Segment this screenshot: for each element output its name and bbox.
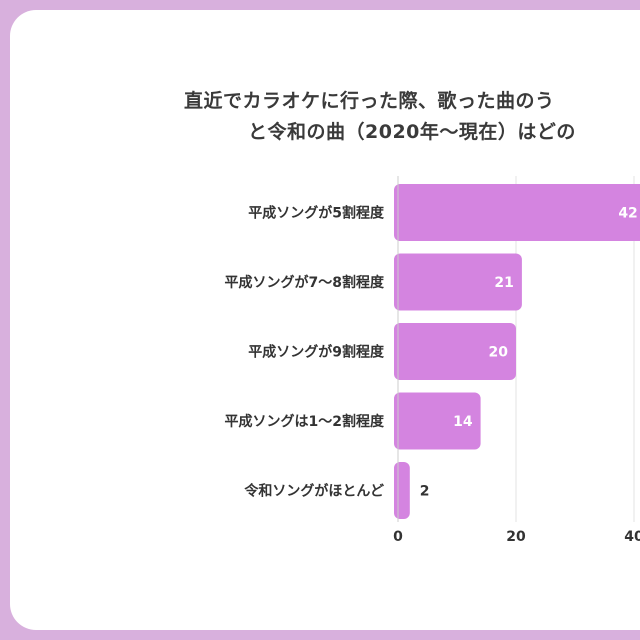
bar [394, 184, 640, 241]
value-label: 21 [494, 275, 513, 291]
chart-title-line-2: と令和の曲（2020年〜現在）はどの [248, 121, 576, 143]
bar [394, 253, 522, 311]
x-tick-label: 20 [506, 529, 526, 545]
bar [394, 392, 481, 450]
bar [394, 462, 410, 519]
bar [394, 323, 516, 380]
value-label: 2 [420, 484, 430, 500]
chart-title-line-1: 直近でカラオケに行った際、歌った曲のう [184, 90, 555, 112]
value-label: 14 [453, 414, 473, 430]
category-label: 平成ソングは1〜2割程度 [225, 413, 385, 430]
x-tick-label: 0 [393, 529, 403, 545]
category-label: 平成ソングが9割程度 [248, 344, 385, 361]
category-label: 平成ソングが7〜8割程度 [225, 274, 385, 291]
x-tick-label: 40 [624, 529, 640, 545]
category-label: 平成ソングが5割程度 [248, 205, 385, 222]
value-label: 42 [618, 206, 637, 222]
chart-card [10, 10, 640, 630]
category-label: 令和ソングがほとんど [243, 483, 384, 500]
value-label: 20 [489, 345, 509, 361]
